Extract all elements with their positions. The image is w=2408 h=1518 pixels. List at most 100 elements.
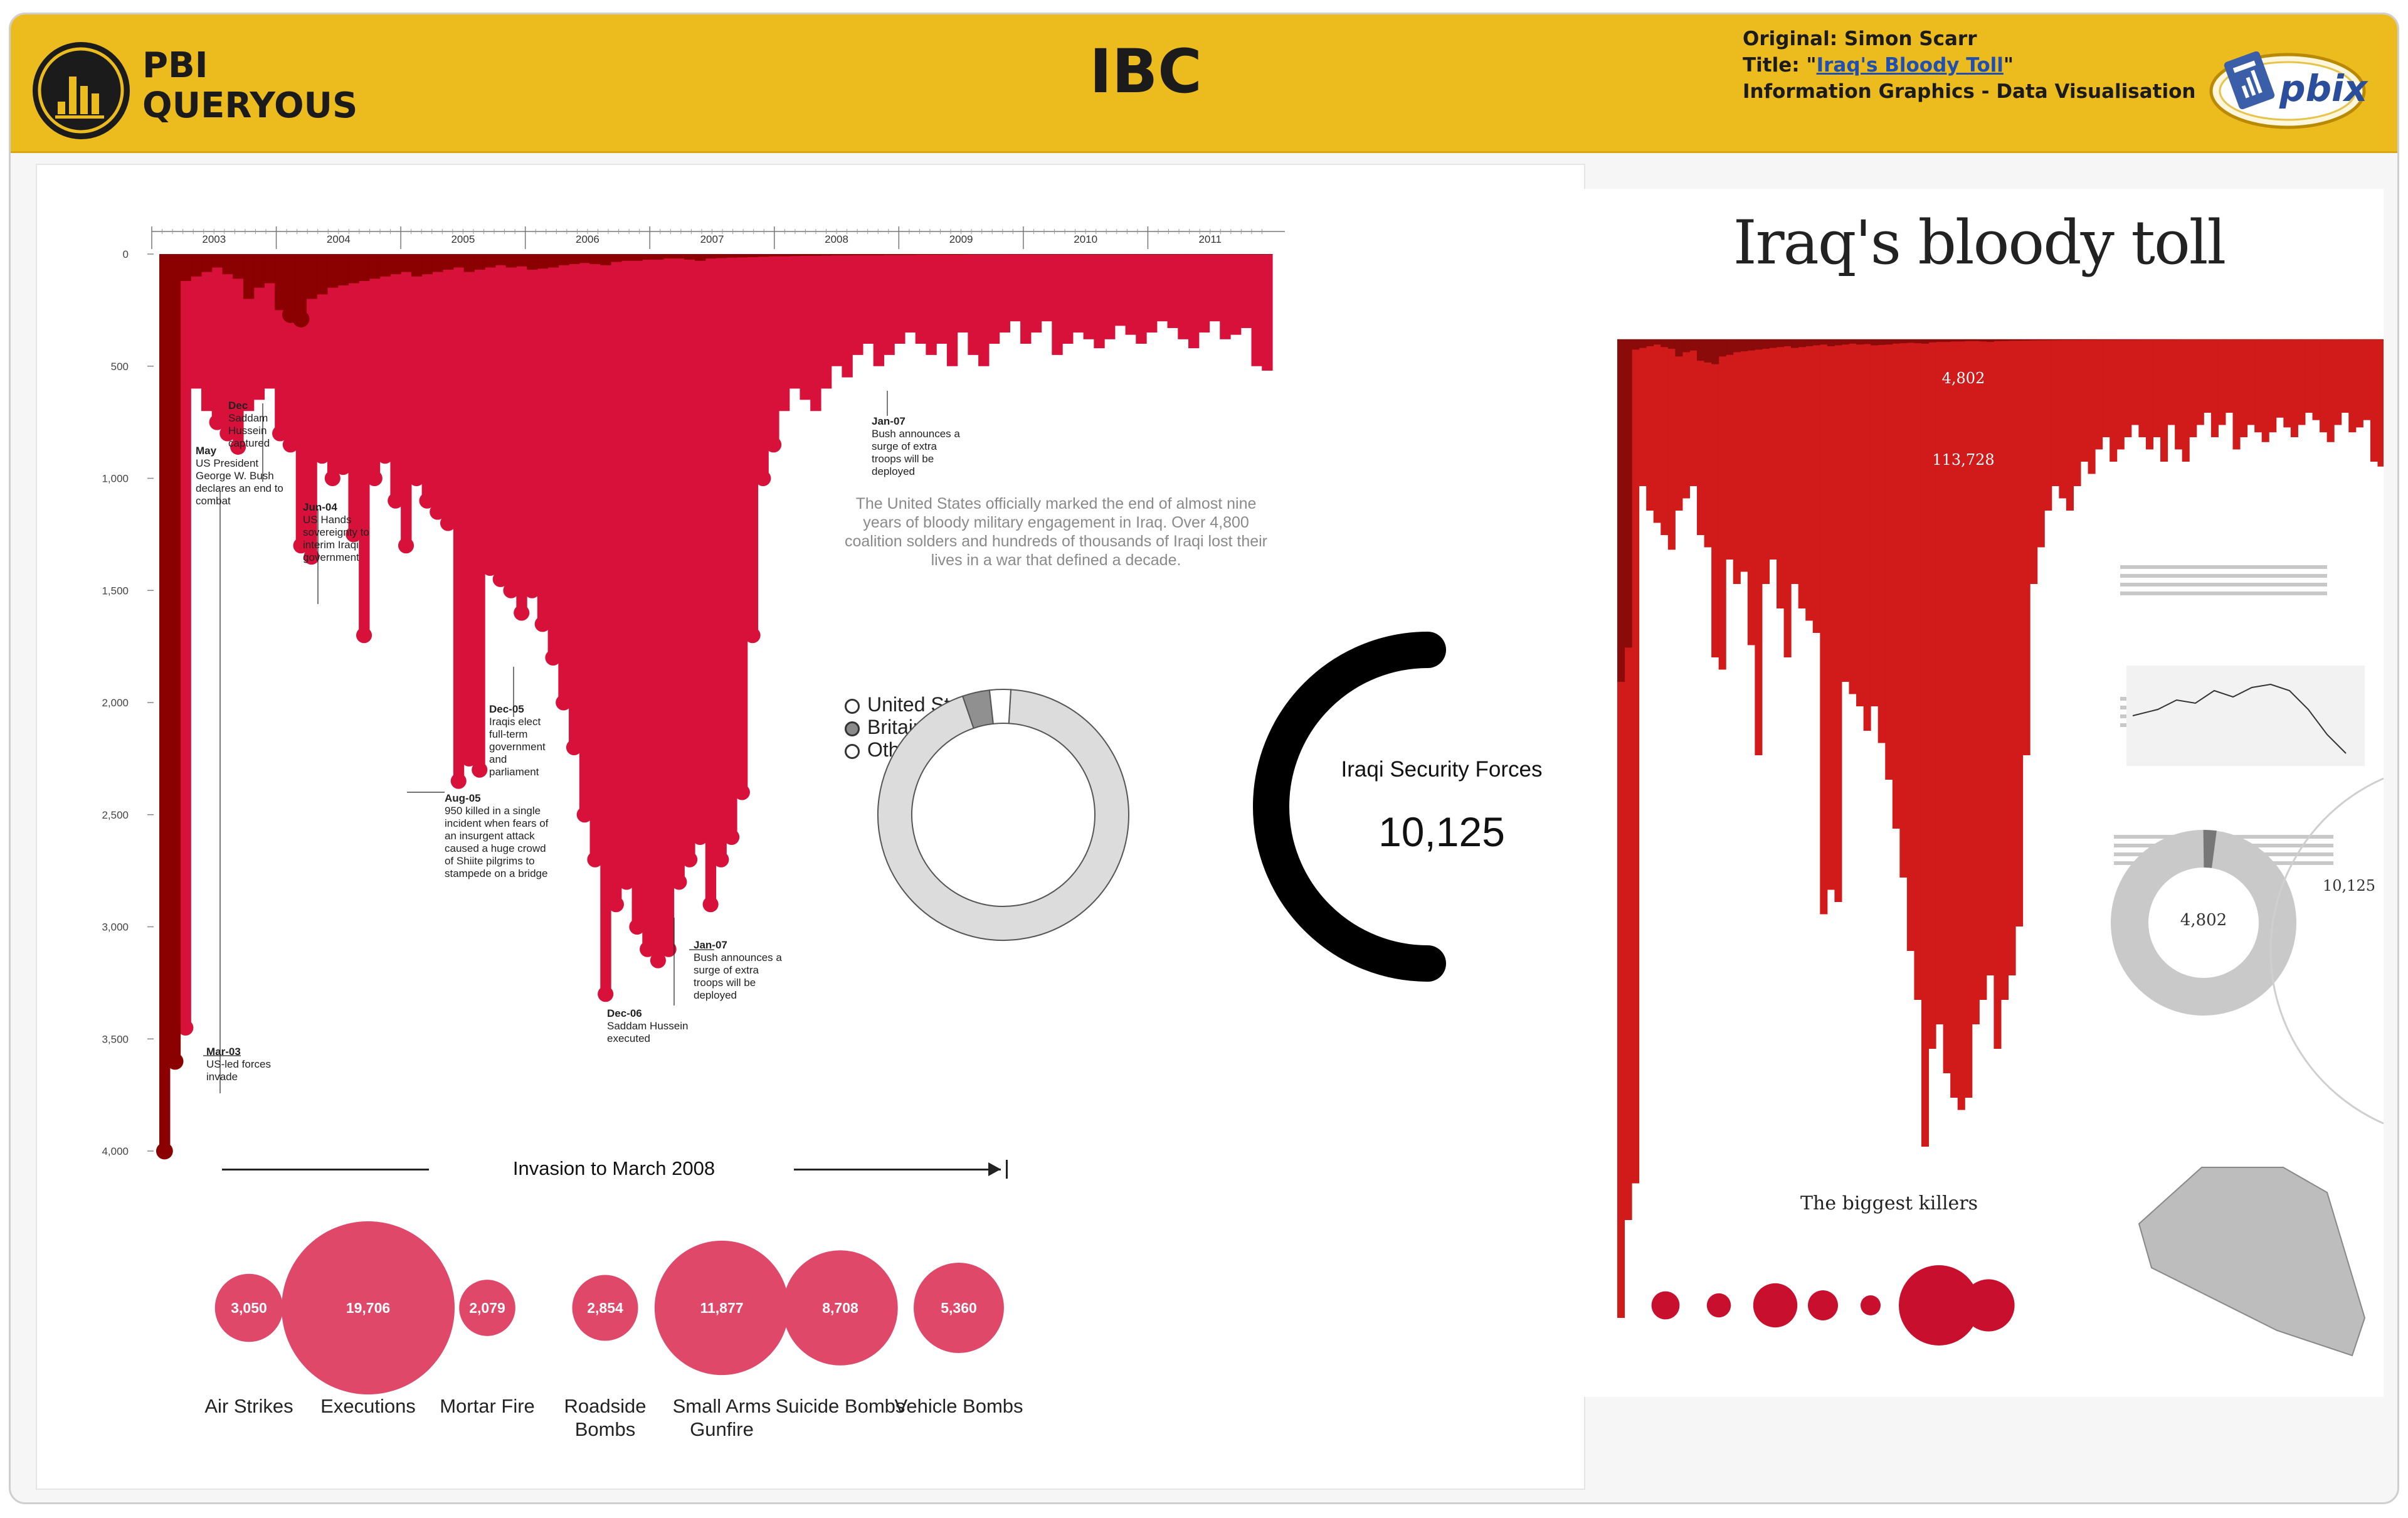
- orig-bar: [2008, 339, 2016, 975]
- coalition-bar: [768, 254, 779, 257]
- coalition-bar: [1125, 254, 1136, 255]
- orig-dark-bar: [1697, 339, 1705, 361]
- orig-bar: [1646, 339, 1654, 511]
- coalition-bar: [611, 254, 622, 262]
- orig-bar: [1899, 339, 1908, 878]
- drip-drop: [450, 773, 467, 789]
- orig-bar: [2247, 339, 2255, 425]
- drip-drop: [272, 425, 288, 442]
- orig-dark-bar: [2066, 339, 2074, 341]
- coalition-bar: [1230, 254, 1242, 255]
- orig-bar: [2225, 339, 2234, 413]
- orig-dark-bar: [1653, 339, 1661, 345]
- coalition-bar: [1104, 254, 1116, 255]
- annotation-aug-05: Aug-05 950 killed in a single incident wh…: [445, 792, 551, 880]
- bubble-value: 5,360: [941, 1300, 977, 1316]
- coalition-bar: [275, 254, 286, 310]
- coalition-bar: [453, 254, 465, 268]
- coalition-bar: [862, 254, 874, 255]
- orig-dark-bar: [1624, 339, 1632, 648]
- orig-dark-bar: [1834, 339, 1842, 346]
- orig-bar: [2320, 339, 2328, 433]
- drip-drop: [482, 560, 499, 576]
- gauge-arc: [1253, 632, 1446, 982]
- period-line-right: [794, 1169, 1001, 1170]
- civilian-bar: [642, 254, 653, 950]
- orig-troops-panel: [2126, 666, 2365, 766]
- civilian-bar: [852, 254, 863, 355]
- drip-drop: [618, 874, 635, 890]
- civilian-bar: [474, 254, 485, 770]
- iraq-map: [2138, 1167, 2366, 1357]
- civilian-bar: [317, 254, 328, 456]
- drip-drop: [514, 605, 530, 621]
- orig-dark-bar: [1892, 339, 1900, 344]
- civilian-bar: [1167, 254, 1178, 328]
- coalition-bar: [621, 254, 633, 261]
- drip-drop: [346, 526, 362, 543]
- civilian-bar: [611, 254, 622, 905]
- coalition-bar: [894, 254, 906, 255]
- orig-dark-bar: [1726, 339, 1734, 355]
- coalition-bar: [1156, 254, 1168, 255]
- coalition-bar: [1240, 254, 1252, 255]
- civilian-bar: [1198, 254, 1210, 333]
- orig-bar: [1653, 339, 1661, 523]
- drip-drop: [292, 310, 310, 328]
- bubble-label-vehicle-bombs: Vehicle Bombs: [894, 1395, 1023, 1417]
- drip-drop: [166, 1053, 184, 1070]
- drip-drop: [366, 470, 383, 487]
- coalition-bar: [1167, 254, 1178, 255]
- orig-bar: [2167, 339, 2175, 425]
- orig-bar: [2363, 339, 2371, 420]
- civilian-bar: [789, 254, 801, 389]
- orig-bar: [2290, 339, 2298, 437]
- orig-dark-bar: [1863, 339, 1871, 344]
- year-label: 2003: [202, 233, 226, 245]
- bubble-chart-title: Invasion to March 2008: [512, 1157, 716, 1179]
- civilian-bar: [222, 254, 233, 433]
- orig-bar: [1943, 339, 1951, 1073]
- bubble: [914, 1263, 1004, 1353]
- gauge-label: Iraqi Security Forces: [1341, 757, 1543, 782]
- orig-dark-bar: [1820, 339, 1828, 345]
- orig-dark-bar: [1755, 339, 1763, 350]
- coalition-bar: [191, 254, 202, 277]
- drip-drop: [503, 582, 519, 598]
- coalition-bar: [726, 254, 737, 258]
- orig-dark-bar: [1639, 339, 1647, 348]
- civilian-bar: [705, 254, 717, 905]
- annotation-mar-03: Mar-03 US-led forces invade: [206, 1046, 288, 1083]
- attribution-block: Original: Simon Scarr Title: "Iraq's Blo…: [1743, 26, 2195, 105]
- coalition-bar: [904, 254, 916, 255]
- orig-bar: [2102, 339, 2110, 437]
- drip-drop: [356, 627, 372, 644]
- bubble: [654, 1240, 789, 1376]
- coalition-bar: [831, 254, 843, 256]
- orig-dark-bar: [1704, 339, 1712, 363]
- gauge-value: 10,125: [1378, 809, 1505, 855]
- orig-dark-bar: [1986, 339, 1994, 342]
- coalition-bar: [495, 254, 507, 265]
- drip-drop: [702, 896, 719, 913]
- civilian-bar: [1072, 254, 1084, 333]
- civilian-bar: [1062, 254, 1074, 344]
- source-link[interactable]: Iraq's Bloody Toll: [1816, 54, 2004, 77]
- orig-bar: [1718, 339, 1726, 670]
- bubble-label-roadside-bombs: Roadside Bombs: [564, 1395, 647, 1440]
- civilian-bar: [820, 254, 832, 389]
- orig-bubble: [1651, 1291, 1680, 1320]
- orig-bar: [2088, 339, 2096, 474]
- orig-forces-arc: [2269, 777, 2384, 1125]
- civilian-bar: [369, 254, 381, 479]
- orig-bar: [2095, 339, 2103, 450]
- orig-bar: [2254, 339, 2263, 433]
- coalition-bar: [222, 254, 233, 275]
- orig-dark-bar: [2110, 339, 2118, 340]
- orig-bar: [1661, 339, 1669, 535]
- coalition-bar: [789, 254, 801, 257]
- orig-bar: [1892, 339, 1900, 829]
- drip-drop: [755, 470, 771, 487]
- coalition-bar: [852, 254, 863, 255]
- orig-bar: [2051, 339, 2059, 486]
